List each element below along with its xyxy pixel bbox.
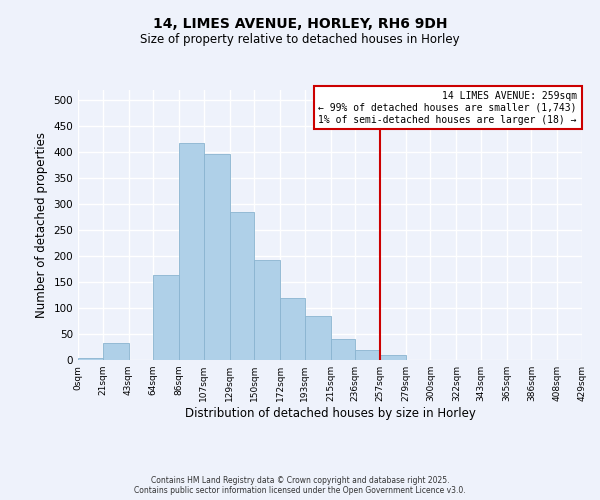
Bar bbox=[204, 154, 230, 360]
Text: 14 LIMES AVENUE: 259sqm
← 99% of detached houses are smaller (1,743)
1% of semi-: 14 LIMES AVENUE: 259sqm ← 99% of detache… bbox=[319, 92, 577, 124]
Bar bbox=[179, 143, 204, 360]
Bar bbox=[254, 260, 280, 360]
Text: 14, LIMES AVENUE, HORLEY, RH6 9DH: 14, LIMES AVENUE, HORLEY, RH6 9DH bbox=[153, 18, 447, 32]
Bar bbox=[380, 355, 406, 360]
Y-axis label: Number of detached properties: Number of detached properties bbox=[35, 132, 48, 318]
Bar bbox=[305, 316, 331, 360]
Bar bbox=[103, 344, 128, 360]
X-axis label: Distribution of detached houses by size in Horley: Distribution of detached houses by size … bbox=[185, 407, 475, 420]
Bar bbox=[280, 298, 305, 360]
Bar bbox=[153, 276, 179, 360]
Bar bbox=[355, 350, 380, 360]
Bar bbox=[78, 358, 103, 360]
Text: Size of property relative to detached houses in Horley: Size of property relative to detached ho… bbox=[140, 32, 460, 46]
Text: Contains HM Land Registry data © Crown copyright and database right 2025.
Contai: Contains HM Land Registry data © Crown c… bbox=[134, 476, 466, 495]
Bar bbox=[331, 339, 355, 360]
Bar bbox=[230, 212, 254, 360]
